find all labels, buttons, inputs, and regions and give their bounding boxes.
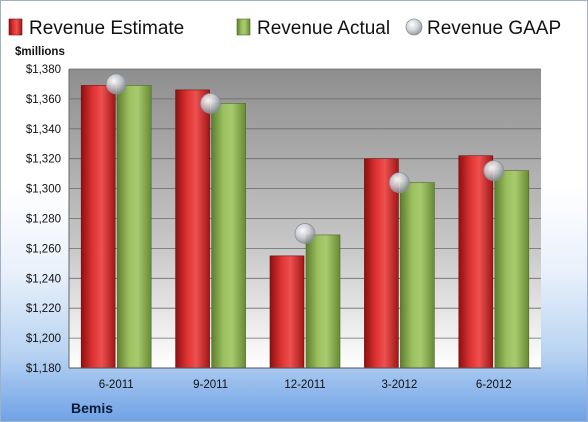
y-tick-label: $1,240 xyxy=(26,273,61,285)
y-axis-unit-label: $millions xyxy=(15,46,65,58)
legend-label: Revenue Estimate xyxy=(29,18,184,39)
y-tick-label: $1,180 xyxy=(26,363,61,375)
legend: Revenue Estimate Revenue Actual Revenue GA… xyxy=(8,18,561,39)
marker-revenue-gaap xyxy=(200,92,222,114)
y-tick-label: $1,340 xyxy=(26,124,61,136)
y-tick-label: $1,320 xyxy=(26,154,61,166)
bar-revenue-estimate xyxy=(175,89,210,369)
x-tick-label: 6-2011 xyxy=(99,379,134,391)
bar-revenue-actual xyxy=(211,103,246,369)
marker-revenue-gaap xyxy=(388,172,410,194)
bar-revenue-actual xyxy=(305,234,341,369)
y-tick-label: $1,200 xyxy=(26,333,61,345)
y-tick-label: $1,280 xyxy=(26,214,61,226)
x-tick-label: 3-2012 xyxy=(381,379,417,391)
y-tick-label: $1,260 xyxy=(26,243,61,255)
bar-revenue-estimate xyxy=(269,255,305,369)
x-tick-label: 12-2011 xyxy=(284,379,325,391)
bar-revenue-estimate xyxy=(364,158,399,369)
bar-revenue-actual xyxy=(116,85,152,369)
y-tick-label: $1,380 xyxy=(26,64,61,76)
bars xyxy=(80,85,530,369)
marker-revenue-gaap xyxy=(294,223,316,244)
legend-swatch xyxy=(8,18,23,36)
bar-revenue-actual xyxy=(400,182,435,369)
company-name: Bemis xyxy=(71,400,113,416)
legend-label: Revenue Actual xyxy=(257,18,390,39)
y-tick-label: $1,360 xyxy=(26,94,61,106)
y-axis: $1,180 $1,200 $1,220 $1,240 $1,260 $1,280 $1,3… xyxy=(26,64,70,375)
legend-label: Revenue GAAP xyxy=(427,18,561,39)
bar-revenue-actual xyxy=(494,170,530,369)
x-tick-label: 9-2011 xyxy=(193,379,228,391)
y-tick-label: $1,300 xyxy=(26,184,61,196)
bar-revenue-estimate xyxy=(80,85,116,369)
bar-revenue-estimate xyxy=(458,155,494,369)
legend-swatch xyxy=(236,18,251,36)
y-tick-label: $1,220 xyxy=(26,303,61,315)
x-tick-label: 6-2012 xyxy=(476,379,512,391)
marker-revenue-gaap xyxy=(105,73,127,95)
marker-revenue-gaap xyxy=(483,160,505,182)
x-axis: 6-2011 9-2011 12-2011 3-2012 6-2012 xyxy=(69,367,541,391)
legend-swatch xyxy=(405,18,423,36)
gaap-markers xyxy=(105,73,505,244)
